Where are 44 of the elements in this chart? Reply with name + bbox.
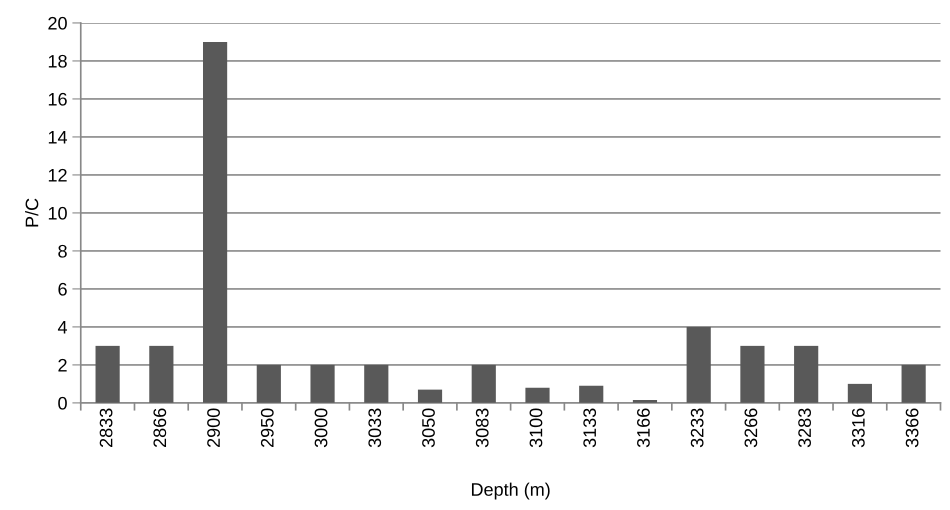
bar	[525, 388, 550, 403]
x-tick-label: 3050	[422, 408, 435, 448]
bar	[902, 364, 926, 403]
bar	[256, 364, 281, 403]
y-tick-label: 10	[48, 206, 67, 220]
bar	[364, 364, 388, 403]
bar	[848, 384, 872, 403]
x-axis-title: Depth (m)	[472, 482, 550, 500]
x-tick-label: 3100	[530, 408, 542, 448]
bar	[96, 346, 120, 403]
x-tick-label: 3316	[852, 408, 865, 448]
y-axis-title: P/C	[25, 198, 38, 226]
y-tick-label: 14	[48, 131, 68, 144]
bar	[202, 42, 228, 403]
bar	[310, 364, 335, 403]
y-tick-label: 6	[58, 282, 67, 296]
x-tick-label: 3283	[798, 408, 812, 448]
x-tick-label: 3366	[906, 408, 918, 448]
y-tick-label: 4	[58, 321, 68, 334]
x-tick-label: 3233	[690, 408, 704, 448]
y-tick-label: 2	[58, 358, 67, 372]
bar	[418, 390, 442, 403]
x-tick-label: 2866	[153, 408, 166, 448]
x-tick-label: 2833	[100, 408, 112, 448]
x-tick-label: 3266	[744, 408, 758, 448]
x-tick-label: 2900	[207, 408, 220, 448]
bar	[472, 364, 496, 403]
y-tick-label: 20	[48, 16, 67, 30]
bar	[686, 326, 711, 403]
x-tick-label: 3000	[314, 408, 328, 448]
bar	[740, 346, 765, 403]
x-tick-label: 3083	[476, 408, 489, 448]
x-tick-label: 3133	[583, 408, 596, 448]
bar	[149, 346, 174, 403]
x-tick-label: 2950	[260, 408, 274, 448]
bar	[579, 386, 604, 403]
y-tick-label: 18	[48, 54, 67, 68]
x-tick-label: 3166	[637, 408, 650, 448]
y-tick-label: 0	[58, 396, 67, 410]
bar	[794, 346, 818, 403]
y-tick-label: 12	[48, 168, 67, 182]
y-tick-label: 8	[58, 244, 67, 258]
x-tick-label: 3033	[368, 408, 382, 448]
y-tick-label: 16	[48, 92, 67, 106]
